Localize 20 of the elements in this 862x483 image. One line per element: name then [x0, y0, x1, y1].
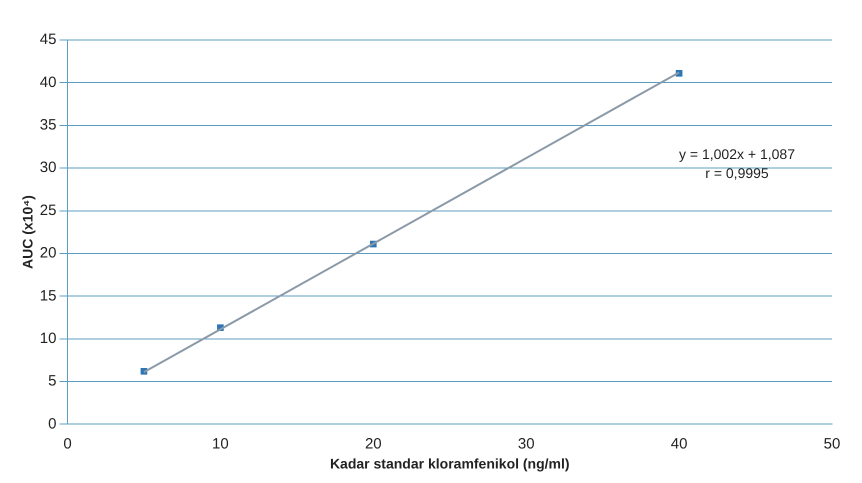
x-axis-title: Kadar standar kloramfenikol (ng/ml)	[330, 455, 570, 472]
y-axis-title: AUC (x10⁴)	[19, 195, 36, 270]
y-tick-label: 0	[48, 415, 56, 432]
x-tick-label: 30	[518, 435, 535, 452]
annotation: r = 0,9995	[705, 165, 769, 182]
x-tick-label: 0	[63, 435, 72, 452]
y-tick-label: 40	[40, 74, 56, 91]
x-tick-label: 20	[364, 435, 382, 452]
y-tick-label: 5	[48, 372, 56, 390]
x-tick-label: 10	[212, 435, 229, 452]
annotation: y = 1,002x + 1,087	[679, 146, 796, 162]
x-tick-label: 40	[670, 435, 688, 452]
y-tick-label: 20	[40, 244, 56, 262]
y-tick-label: 15	[40, 287, 56, 304]
y-tick-label: 30	[40, 159, 56, 176]
y-tick-label: 35	[40, 116, 56, 134]
x-tick-label: 50	[824, 435, 840, 452]
y-tick-label: 45	[40, 31, 56, 48]
y-tick-label: 25	[40, 202, 56, 219]
y-tick-label: 10	[40, 330, 56, 347]
